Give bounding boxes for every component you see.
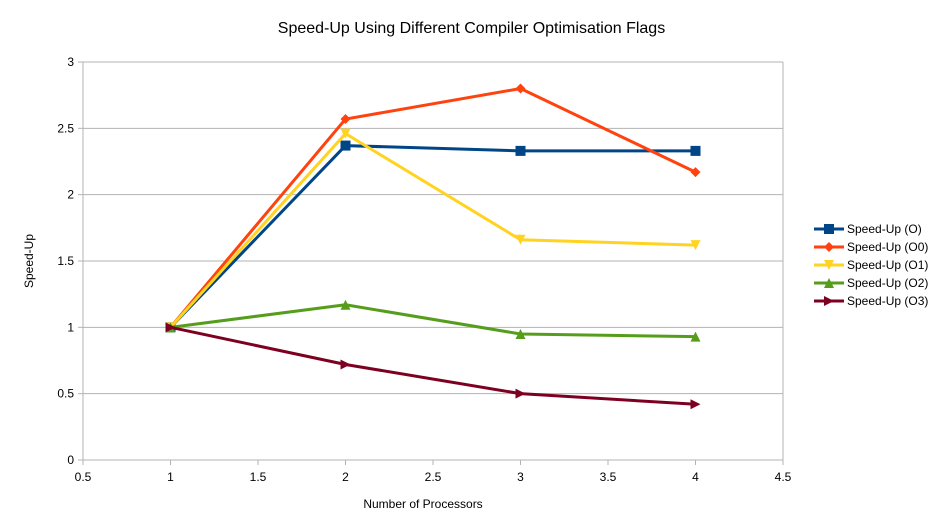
x-tick-label: 2 [342, 470, 349, 484]
y-tick-label: 1 [67, 320, 74, 334]
legend-item: Speed-Up (O0) [814, 238, 928, 256]
legend-label: Speed-Up (O) [847, 222, 922, 236]
axis-layer: 00.511.522.530.5 1 1.5 2 2.5 3 3.5 4 4.5 [57, 55, 791, 484]
y-tick-label: 2 [67, 188, 74, 202]
data-point [165, 322, 176, 333]
legend-label: Speed-Up (O2) [847, 276, 929, 290]
data-point [515, 145, 526, 156]
data-point [515, 388, 526, 399]
data-point [690, 240, 701, 251]
data-point [690, 331, 701, 342]
data-point [824, 278, 834, 288]
x-tick-label: 4 [692, 470, 699, 484]
data-point [340, 128, 351, 139]
legend-swatch [814, 260, 844, 270]
legend-item: Speed-Up (O2) [814, 274, 928, 292]
data-point [690, 399, 701, 410]
data-point [515, 328, 526, 339]
series [165, 128, 701, 333]
data-point [690, 145, 701, 156]
grid-layer [83, 61, 783, 461]
chart-title: Speed-Up Using Different Compiler Optimi… [277, 20, 666, 37]
y-tick-label: 3 [67, 55, 74, 69]
data-point [515, 83, 526, 94]
series-layer [165, 83, 701, 410]
data-point [824, 260, 834, 270]
x-tick-label: 1 [167, 470, 174, 484]
x-axis-title: Number of Processors [363, 497, 482, 511]
y-tick-label: 0.5 [57, 387, 74, 401]
y-tick-label: 1.5 [57, 254, 74, 268]
series-line [169, 87, 697, 329]
x-tick-label: 0.5 [75, 470, 92, 484]
data-point [515, 234, 526, 245]
x-tick-label: 3.5 [600, 470, 617, 484]
data-point [340, 140, 351, 151]
legend-label: Speed-Up (O3) [847, 294, 929, 308]
y-tick-label: 2.5 [57, 121, 74, 135]
series [165, 299, 701, 342]
data-point [824, 242, 834, 252]
series [165, 83, 701, 333]
series-line [170, 303, 696, 339]
legend-item: Speed-Up (O1) [814, 256, 928, 274]
series [165, 322, 701, 410]
y-tick-label: 0 [67, 453, 74, 467]
legend: Speed-Up (O) Speed-Up (O0) Speed-Up (O1) Sp… [814, 220, 928, 310]
data-point [690, 167, 701, 178]
legend-swatch [814, 242, 844, 252]
data-point [340, 359, 351, 370]
legend-item: Speed-Up (O) [814, 220, 928, 238]
legend-swatch [814, 278, 844, 288]
legend-item: Speed-Up (O3) [814, 292, 928, 310]
data-point [340, 114, 351, 125]
legend-swatch [814, 224, 844, 234]
x-tick-label: 2.5 [425, 470, 442, 484]
x-tick-label: 1.5 [250, 470, 267, 484]
legend-label: Speed-Up (O1) [847, 258, 929, 272]
legend-label: Speed-Up (O0) [847, 240, 929, 254]
x-tick-label: 3 [517, 470, 524, 484]
data-point [340, 299, 351, 310]
y-axis-title: Speed-Up [22, 234, 36, 288]
series-line [170, 325, 696, 406]
series-line [169, 132, 696, 329]
series-line [169, 144, 696, 329]
x-tick-label: 4.5 [775, 470, 792, 484]
data-point [824, 296, 834, 306]
legend-swatch [814, 296, 844, 306]
data-point [824, 224, 834, 234]
